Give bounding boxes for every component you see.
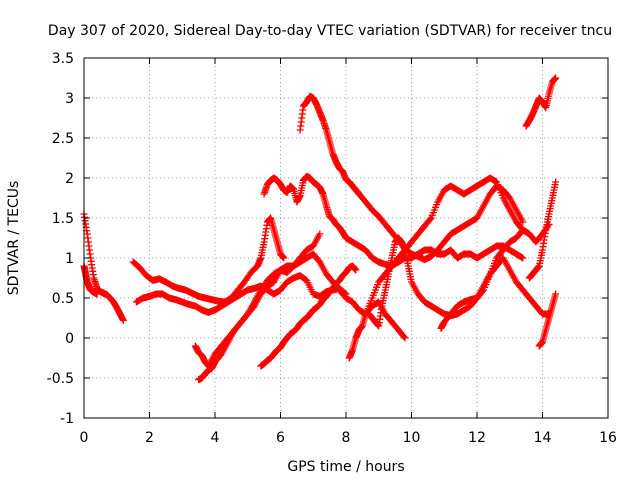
axis-ticks: 0 2 4 6 8 10 12 14 16 -1 -0.5 0 0.5 1 1.5 2 2.5 3 3.5 [47,51,617,446]
x-tick-label: 12 [468,430,486,446]
series-arc2 [80,262,101,298]
data-marks [80,74,560,384]
y-axis-label: SDTVAR / TECUs [6,181,22,296]
data-point [552,290,560,298]
data-point [316,230,324,238]
x-tick-label: 4 [211,430,220,446]
x-tick-label: 6 [276,430,285,446]
x-tick-label: 16 [599,430,617,446]
y-tick-label: 2 [65,171,74,187]
x-axis-label: GPS time / hours [287,459,404,475]
data-point [552,74,560,82]
data-point [119,316,127,324]
series-arc15 [522,74,560,130]
y-tick-label: 3 [65,91,74,107]
data-point [93,290,101,298]
series-arc8 [296,92,527,264]
y-tick-label: 1 [65,251,74,267]
y-tick-label: 2.5 [52,131,74,147]
data-point [426,215,434,223]
y-tick-label: -1 [60,411,74,427]
data-point [552,178,560,186]
series-arc13 [525,178,560,282]
x-tick-label: 10 [403,430,421,446]
series-arc1 [80,210,127,324]
series-arc10 [345,174,533,362]
data-point [519,254,527,262]
x-tick-label: 8 [342,430,351,446]
data-point [401,334,409,342]
y-tick-label: 0.5 [52,291,74,307]
series-arc6 [191,230,324,370]
data-point [518,253,526,261]
series-arc9 [257,262,360,370]
chart-title: Day 307 of 2020, Sidereal Day-to-day VTE… [48,23,612,39]
data-point [280,254,288,262]
y-tick-label: 3.5 [52,51,74,67]
y-tick-label: 1.5 [52,211,74,227]
series-arc5 [195,250,409,384]
x-tick-label: 2 [145,430,154,446]
series-arc11 [365,234,553,330]
data-point [519,218,527,226]
series-arc14 [535,290,560,350]
series-arc3 [129,214,288,306]
data-point [400,333,408,341]
x-tick-label: 0 [80,430,89,446]
x-tick-label: 14 [534,430,552,446]
series-arc12 [437,220,553,332]
data-point [352,266,360,274]
y-tick-label: -0.5 [47,371,74,387]
y-tick-label: 0 [65,331,74,347]
data-point [478,287,486,295]
